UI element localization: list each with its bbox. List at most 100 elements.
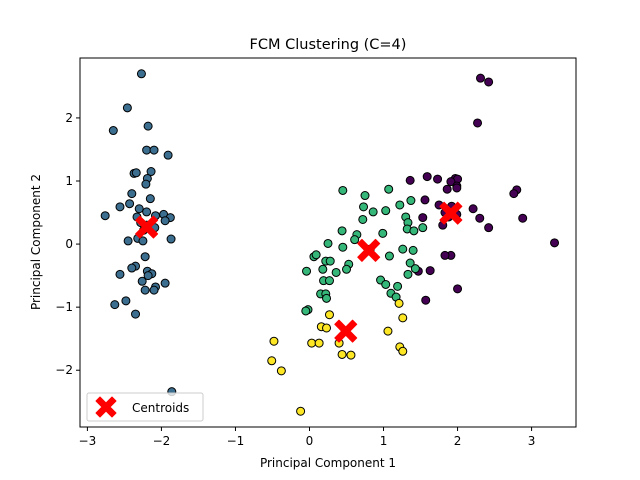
x-tick-label-4: 1: [380, 434, 388, 448]
data-point-s0-31: [138, 236, 148, 246]
data-point-s1-13: [509, 189, 519, 199]
data-point-s0-39: [137, 276, 147, 286]
data-point-s0-0: [136, 69, 146, 79]
legend-centroid-x: [95, 396, 117, 418]
data-point-s0-29: [123, 236, 133, 246]
data-point-s0-3: [143, 121, 153, 131]
data-point-s0-9: [146, 167, 156, 177]
data-point-s3-6: [269, 336, 279, 346]
data-point-s2-15: [378, 228, 388, 238]
data-point-s0-45: [110, 300, 120, 310]
data-point-s2-25: [384, 251, 394, 261]
data-point-s3-16: [296, 406, 306, 416]
legend-label-centroids: Centroids: [132, 401, 189, 415]
data-point-s3-13: [346, 350, 356, 360]
x-tick-label-5: 2: [454, 434, 462, 448]
x-axis-label: Principal Component 1: [260, 456, 396, 470]
data-point-s3-1: [324, 310, 334, 320]
data-point-s0-28: [166, 234, 176, 244]
data-point-s1-1: [484, 77, 494, 87]
data-point-s2-34: [302, 266, 312, 276]
data-point-s0-22: [100, 211, 110, 221]
data-point-s2-29: [405, 258, 415, 268]
data-point-s2-30: [342, 264, 352, 274]
data-point-s0-6: [163, 150, 173, 160]
data-point-s0-5: [149, 145, 159, 155]
centroid-marker-3: [334, 319, 358, 343]
legend-centroid-marker: [95, 396, 117, 418]
x-tick-label-3: 0: [306, 434, 314, 448]
data-point-s0-32: [140, 252, 150, 262]
data-point-s2-7: [368, 207, 378, 217]
data-point-s2-3: [395, 200, 405, 210]
y-axis-label: Principal Component 2: [29, 174, 43, 310]
data-point-s2-13: [409, 226, 419, 236]
data-point-s0-21: [160, 216, 170, 226]
data-point-s2-19: [398, 244, 408, 254]
x-tick-label-0: −3: [79, 434, 97, 448]
centroid-marker-0: [135, 215, 159, 239]
data-point-s1-0: [476, 73, 485, 83]
data-point-s2-33: [331, 267, 341, 277]
data-point-s2-9: [358, 214, 368, 224]
y-tick-label-0: −2: [55, 363, 73, 377]
data-point-s0-14: [115, 202, 125, 212]
data-point-s1-4: [433, 174, 443, 184]
data-point-s1-25: [484, 223, 494, 233]
data-point-s1-28: [440, 250, 450, 260]
data-point-s0-1: [122, 103, 132, 113]
chart-title: FCM Clustering (C=4): [250, 37, 407, 53]
data-point-s3-15: [276, 366, 286, 376]
data-point-s0-11: [141, 179, 151, 189]
data-point-s0-15: [125, 199, 135, 209]
y-tick-label-2: 0: [65, 237, 73, 251]
data-point-s1-32: [421, 295, 431, 305]
data-point-s0-4: [142, 145, 152, 155]
data-point-s2-32: [318, 264, 328, 274]
data-point-s1-23: [518, 213, 528, 223]
data-point-s2-17: [350, 235, 360, 245]
centroids-layer: [135, 201, 463, 343]
data-point-s1-3: [422, 172, 432, 182]
data-point-s1-22: [475, 213, 485, 223]
x-tick-label-1: −2: [153, 434, 171, 448]
data-point-s0-43: [140, 285, 150, 295]
data-point-s3-12: [337, 349, 347, 359]
data-point-s3-8: [314, 338, 324, 348]
data-point-s2-2: [360, 191, 370, 201]
legend-box: [86, 392, 204, 422]
data-point-s3-5: [383, 326, 393, 336]
data-point-s2-18: [323, 238, 333, 248]
data-point-s2-31: [410, 264, 420, 274]
data-point-s0-2: [108, 126, 118, 136]
data-point-s2-21: [338, 242, 348, 252]
data-point-s1-5: [405, 175, 415, 185]
data-point-s2-39: [381, 279, 391, 289]
data-point-s3-7: [307, 338, 317, 348]
data-point-s1-2: [473, 118, 483, 128]
data-point-s2-44: [322, 293, 332, 303]
data-point-s3-0: [394, 298, 404, 308]
data-point-s2-38: [324, 276, 334, 286]
data-point-s0-17: [142, 207, 152, 217]
data-point-s2-22: [408, 245, 418, 255]
data-point-s0-44: [121, 296, 131, 306]
x-tick-label-6: 3: [528, 434, 536, 448]
data-point-s1-14: [420, 195, 430, 205]
data-point-s2-47: [301, 306, 311, 316]
data-point-s3-4: [322, 323, 332, 333]
points-layer: [100, 69, 560, 416]
data-point-s3-11: [398, 346, 408, 356]
data-point-s0-46: [131, 309, 141, 319]
data-point-s1-29: [425, 266, 435, 276]
data-point-s2-40: [393, 281, 403, 291]
data-point-s0-13: [145, 194, 155, 204]
y-tick-label-4: 2: [65, 111, 73, 125]
data-point-s1-17: [468, 204, 478, 214]
data-point-s2-24: [311, 250, 321, 260]
data-point-s2-4: [359, 202, 369, 212]
data-point-s1-10: [452, 183, 462, 193]
data-point-s2-28: [325, 256, 335, 266]
plot-frame: [79, 57, 577, 428]
